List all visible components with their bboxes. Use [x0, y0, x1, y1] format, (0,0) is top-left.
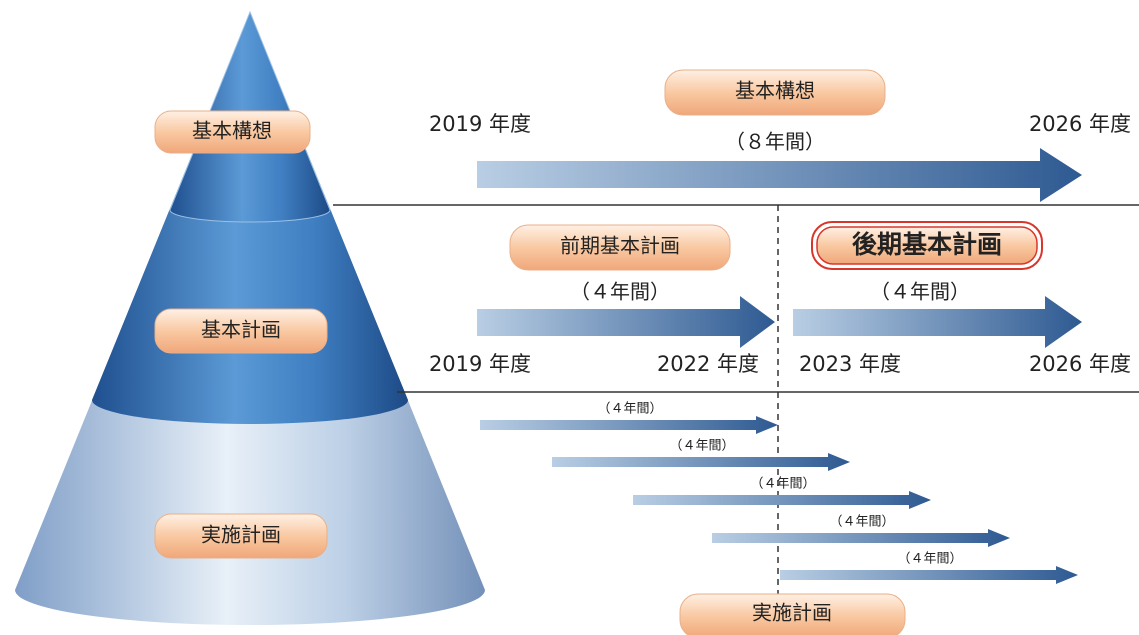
cone-level-label: 基本計画 — [201, 318, 281, 342]
cone-level-label: 基本構想 — [192, 119, 272, 143]
plan-label: 前期基本計画 — [560, 234, 680, 258]
duration: （４年間） — [870, 280, 970, 304]
arrow — [552, 453, 850, 471]
cone-level-label: 実施計画 — [201, 523, 281, 547]
arrow — [633, 491, 931, 509]
duration: （４年間） — [669, 439, 734, 454]
year: 2019 年度 — [429, 352, 531, 376]
year: 2019 年度 — [429, 112, 531, 136]
arrow — [793, 296, 1082, 348]
diagram: 基本構想 基本計画 実施計画 基本構想 （８年間） 2019 年度 2026 年… — [0, 0, 1139, 635]
duration: （８年間） — [725, 130, 825, 154]
duration: （４年間） — [829, 515, 894, 530]
duration: （４年間） — [570, 280, 670, 304]
cycles: （４年間） （４年間） （４年間） （４年間） （４年間） — [480, 402, 1078, 585]
duration: （４年間） — [597, 402, 662, 417]
arrow — [780, 566, 1078, 584]
year: 2022 年度 — [657, 352, 759, 376]
year: 2023 年度 — [799, 352, 901, 376]
arrow — [477, 148, 1082, 202]
arrow — [477, 296, 775, 348]
year: 2026 年度 — [1029, 112, 1131, 136]
arrow — [480, 416, 778, 434]
arrow — [712, 529, 1010, 547]
duration: （４年間） — [750, 477, 815, 492]
implementation-label: 実施計画 — [752, 601, 832, 625]
plan-label: 後期基本計画 — [852, 230, 1002, 259]
duration: （４年間） — [897, 552, 962, 567]
vision-label: 基本構想 — [735, 79, 815, 103]
year: 2026 年度 — [1029, 352, 1131, 376]
